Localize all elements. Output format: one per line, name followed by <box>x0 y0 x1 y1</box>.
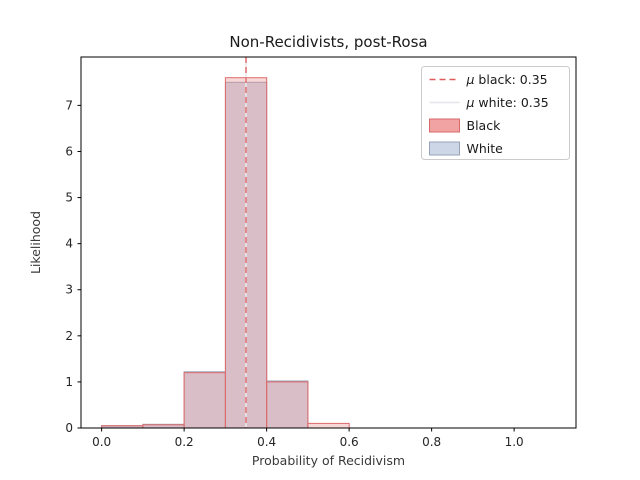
x-tick-label: 0.8 <box>422 435 441 449</box>
y-tick-label: 2 <box>65 329 73 343</box>
chart-title: Non-Recidivists, post-Rosa <box>229 33 427 51</box>
x-tick-label: 0.0 <box>92 435 111 449</box>
hist-bar-white <box>183 371 226 429</box>
legend-box <box>421 66 570 160</box>
x-tick-label: 0.4 <box>257 435 276 449</box>
legend-label: μ black: 0.35 <box>466 72 548 87</box>
y-tick-label: 0 <box>65 421 73 435</box>
x-tick-label: 0.2 <box>175 435 194 449</box>
hist-bar-black <box>183 372 226 429</box>
hist-bar-black <box>266 381 309 429</box>
legend-label: White <box>467 141 504 156</box>
y-tick-label: 4 <box>65 237 73 251</box>
y-tick-label: 5 <box>65 191 73 205</box>
hist-bar-white <box>266 380 309 429</box>
y-tick-label: 3 <box>65 283 73 297</box>
axes-spines <box>80 56 577 429</box>
plot-area: 0.0 0.2 0.4 0.6 0.8 1.0 0 1 2 3 4 5 6 7 <box>65 56 577 449</box>
x-axis-label: Probability of Recidivism <box>252 453 405 468</box>
legend-label: Black <box>467 118 502 133</box>
legend: μ black: 0.35 μ white: 0.35 Black White <box>421 66 570 160</box>
y-tick-label: 6 <box>65 144 73 158</box>
x-tick-label: 0.6 <box>340 435 359 449</box>
y-tick-label: 7 <box>65 98 73 112</box>
legend-patch-sample <box>429 118 460 133</box>
hist-bar-black <box>307 422 350 429</box>
y-axis-label: Likelihood <box>28 211 43 274</box>
x-tick-label: 1.0 <box>505 435 524 449</box>
y-tick-label: 1 <box>65 375 73 389</box>
legend-patch-sample <box>429 141 460 156</box>
legend-label: μ white: 0.35 <box>466 95 549 110</box>
